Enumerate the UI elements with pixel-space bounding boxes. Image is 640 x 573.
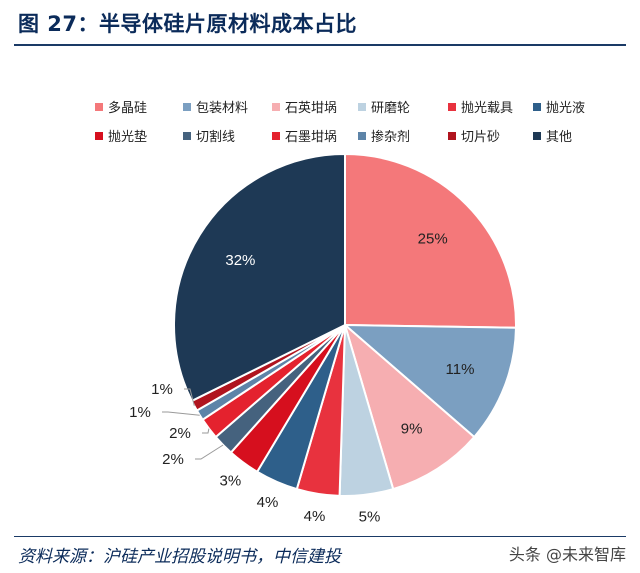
legend-label-11: 切片砂 bbox=[461, 130, 500, 145]
legend-label-7: 抛光垫 bbox=[108, 129, 147, 145]
slice-1 bbox=[344, 152, 517, 329]
footer-divider bbox=[14, 536, 626, 537]
slice-labels: 25% 11% 9% 5% 4% 4% 3% 32% 2% 2% 1%1% bbox=[129, 231, 474, 526]
slice-2 bbox=[342, 323, 517, 439]
legend-label-5: 抛光载具 bbox=[461, 101, 513, 116]
slice-12 bbox=[173, 152, 346, 403]
legend-swatch-7 bbox=[95, 132, 103, 140]
legend-label-1: 多晶硅 bbox=[108, 100, 147, 116]
slice-4-label: 5% bbox=[359, 509, 381, 526]
chart-title: 图 27：半导体硅片原材料成本占比 bbox=[18, 12, 358, 36]
legend-swatch-6 bbox=[533, 103, 541, 111]
legend-label-3: 石英坩埚 bbox=[285, 101, 337, 116]
slice-1-label: 25% bbox=[418, 231, 448, 248]
slice-2-label: 11% bbox=[446, 361, 475, 378]
legend-swatch-2 bbox=[183, 103, 191, 111]
slice-8-label: 2% bbox=[162, 451, 184, 468]
legend-swatch-4 bbox=[358, 103, 366, 111]
slice-5-label: 4% bbox=[304, 508, 326, 525]
legend-label-10: 掺杂剂 bbox=[371, 129, 410, 145]
legend-swatch-10 bbox=[358, 132, 366, 140]
legend-label-4: 研磨轮 bbox=[371, 101, 410, 116]
slice-9-label: 2% bbox=[169, 425, 191, 442]
leader-lines bbox=[162, 388, 224, 460]
legend-swatch-8 bbox=[183, 132, 191, 140]
slice-3 bbox=[343, 322, 476, 491]
pie-slices bbox=[173, 152, 517, 497]
legend-label-6: 抛光液 bbox=[546, 101, 585, 116]
slice-12-label: 32% bbox=[225, 252, 255, 269]
legend-label-12: 其他 bbox=[546, 130, 572, 145]
legend-swatch-12 bbox=[533, 132, 541, 140]
legend-swatch-5 bbox=[448, 103, 456, 111]
slice-10-leader bbox=[162, 411, 200, 416]
slice-7-label: 3% bbox=[220, 473, 242, 490]
slice-3-label: 9% bbox=[401, 421, 423, 438]
slice-11-label: 1% bbox=[151, 381, 173, 398]
legend-swatch-9 bbox=[272, 132, 280, 140]
slice-11-leader bbox=[184, 388, 195, 406]
legend-swatch-11 bbox=[448, 132, 456, 140]
legend-label-2: 包装材料 bbox=[196, 101, 248, 116]
legend-label-9: 石墨坩埚 bbox=[285, 130, 337, 145]
slice-9-leader bbox=[202, 428, 210, 434]
slice-6-label: 4% bbox=[257, 494, 279, 511]
legend-label-8: 切割线 bbox=[196, 129, 235, 145]
source-note: 资料来源：沪硅产业招股说明书，中信建投 bbox=[18, 547, 341, 567]
title-divider bbox=[14, 44, 626, 46]
legend-swatch-3 bbox=[272, 103, 280, 111]
slice-8-leader bbox=[195, 444, 224, 460]
legend-swatch-1 bbox=[95, 103, 103, 111]
slice-10-label: 1% bbox=[129, 404, 151, 421]
watermark: 头条 @未来智库 bbox=[508, 545, 626, 564]
